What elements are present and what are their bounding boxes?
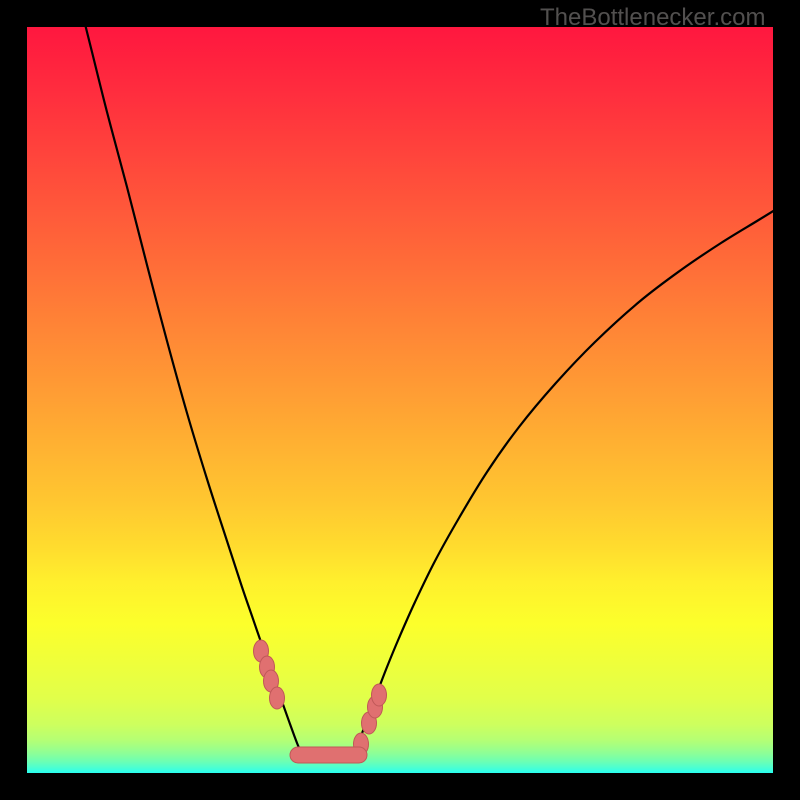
watermark-text: TheBottlenecker.com <box>540 4 765 32</box>
left-curve <box>82 27 305 753</box>
chart-frame: TheBottlenecker.com <box>0 0 800 800</box>
right-curve <box>352 210 773 753</box>
marker-dot <box>270 687 285 709</box>
curve-layer <box>27 27 773 773</box>
plot-area <box>27 27 773 773</box>
marker-floor-pill <box>290 747 367 763</box>
marker-cluster <box>254 640 387 763</box>
marker-dot <box>372 684 387 706</box>
